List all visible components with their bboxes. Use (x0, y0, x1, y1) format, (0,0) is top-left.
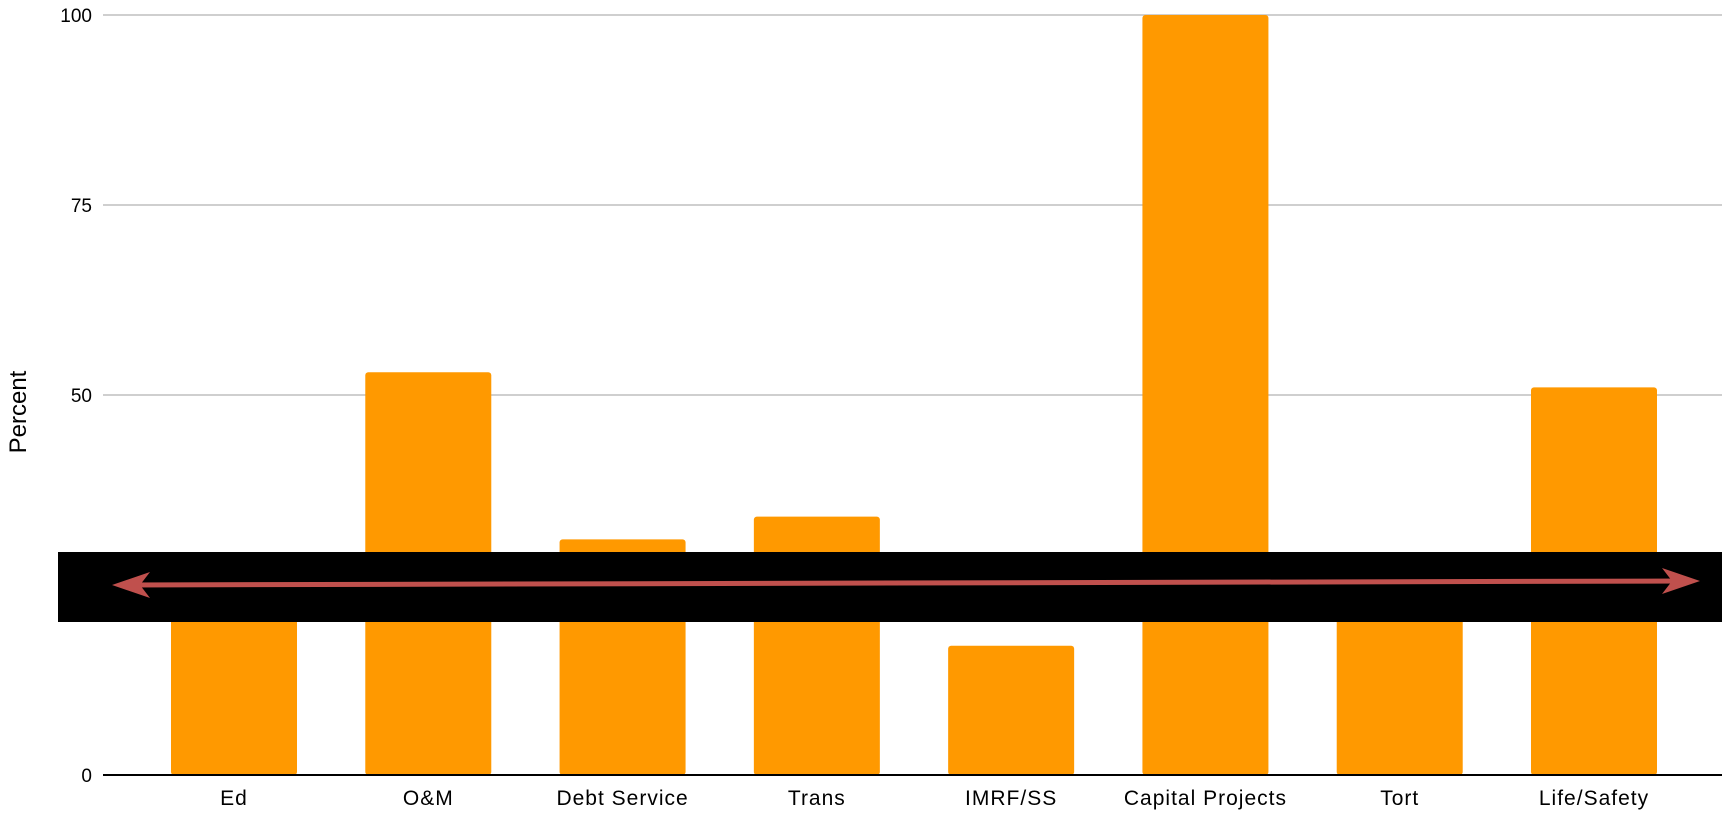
x-tick-label: Capital Projects (1124, 787, 1287, 810)
category-labels: Ed O&M Debt Service Trans IMRF/SS Capital Pro… (220, 787, 1649, 810)
x-tick-label: Trans (788, 787, 846, 810)
bar (1336, 592, 1463, 775)
y-tick-label: 100 (60, 6, 92, 27)
x-tick-label: Debt Service (556, 787, 688, 810)
bar (1142, 15, 1269, 775)
gridlines (103, 14, 1722, 396)
y-tick-labels: 0 50 75 100 (60, 6, 92, 787)
y-tick-label: 75 (71, 196, 92, 217)
x-tick-label: Ed (220, 787, 248, 810)
arrow-head-left (112, 572, 150, 598)
y-axis-title: Percent (5, 370, 32, 453)
overlay-band (58, 552, 1722, 622)
x-tick-label: Life/Safety (1539, 787, 1649, 810)
arrow-head-right (1662, 568, 1700, 594)
arrow-shaft (122, 578, 1688, 588)
black-band (58, 552, 1722, 622)
y-tick-label: 50 (71, 386, 92, 407)
x-tick-label: O&M (403, 787, 454, 810)
bar (948, 645, 1075, 775)
x-tick-label: IMRF/SS (965, 787, 1057, 810)
y-tick-label: 0 (81, 766, 92, 787)
x-tick-label: Tort (1380, 787, 1419, 810)
